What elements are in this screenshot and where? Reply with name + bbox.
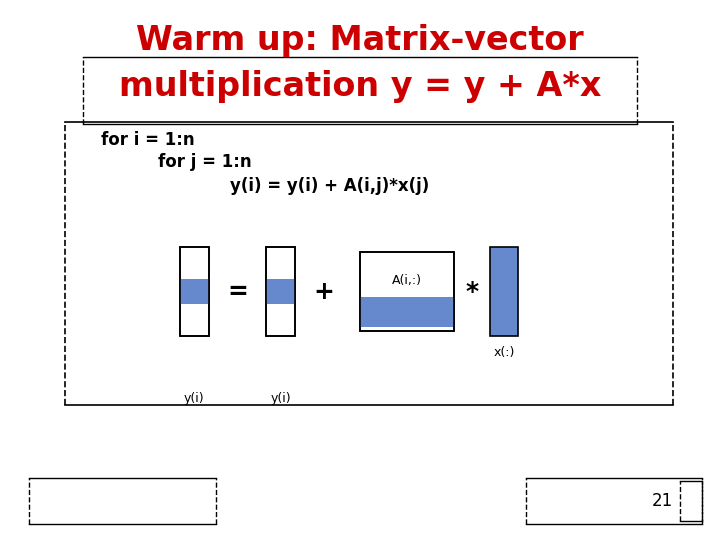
Text: *: * — [465, 280, 478, 303]
Text: multiplication y = y + A*x: multiplication y = y + A*x — [119, 70, 601, 103]
Bar — [180, 247, 209, 336]
Bar — [266, 280, 295, 303]
Text: y(i): y(i) — [271, 392, 291, 405]
Bar — [360, 297, 454, 327]
Bar — [180, 247, 209, 336]
Text: y(i) = y(i) + A(i,j)*x(j): y(i) = y(i) + A(i,j)*x(j) — [230, 177, 430, 195]
Text: =: = — [228, 280, 248, 303]
Text: 21: 21 — [652, 492, 673, 510]
Text: y(i): y(i) — [184, 392, 204, 405]
Text: +: + — [314, 280, 334, 303]
Text: Warm up: Matrix-vector: Warm up: Matrix-vector — [136, 24, 584, 57]
Bar — [266, 247, 295, 336]
Bar — [266, 247, 295, 336]
Bar — [490, 247, 518, 336]
Bar — [360, 253, 454, 330]
Bar — [360, 253, 454, 330]
Text: for i = 1:n: for i = 1:n — [101, 131, 194, 150]
Text: A(i,:): A(i,:) — [392, 274, 422, 287]
Bar — [180, 280, 209, 303]
Text: for j = 1:n: for j = 1:n — [158, 153, 252, 171]
Text: x(:): x(:) — [493, 346, 515, 359]
